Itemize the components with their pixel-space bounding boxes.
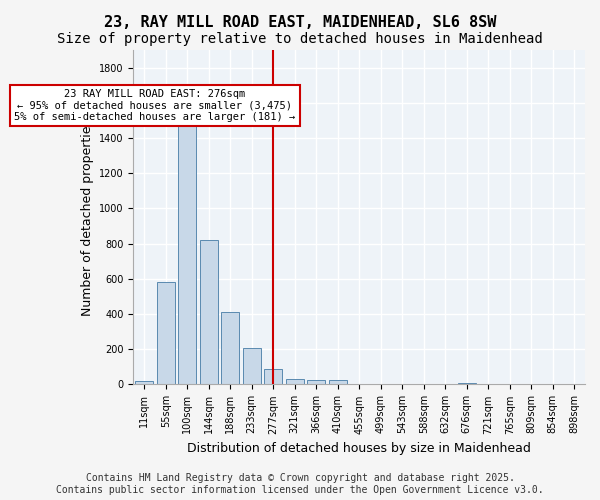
Text: 23, RAY MILL ROAD EAST, MAIDENHEAD, SL6 8SW: 23, RAY MILL ROAD EAST, MAIDENHEAD, SL6 … bbox=[104, 15, 496, 30]
Text: 23 RAY MILL ROAD EAST: 276sqm
← 95% of detached houses are smaller (3,475)
5% of: 23 RAY MILL ROAD EAST: 276sqm ← 95% of d… bbox=[14, 88, 296, 122]
Bar bbox=[135, 381, 154, 384]
Bar bbox=[221, 312, 239, 384]
Bar bbox=[157, 282, 175, 384]
Bar bbox=[329, 380, 347, 384]
Bar bbox=[178, 126, 196, 384]
X-axis label: Distribution of detached houses by size in Maidenhead: Distribution of detached houses by size … bbox=[187, 442, 531, 455]
Bar bbox=[242, 348, 261, 384]
Bar bbox=[264, 368, 283, 384]
Bar bbox=[200, 240, 218, 384]
Bar bbox=[458, 382, 476, 384]
Y-axis label: Number of detached properties: Number of detached properties bbox=[80, 118, 94, 316]
Text: Contains HM Land Registry data © Crown copyright and database right 2025.
Contai: Contains HM Land Registry data © Crown c… bbox=[56, 474, 544, 495]
Bar bbox=[307, 380, 325, 384]
Text: Size of property relative to detached houses in Maidenhead: Size of property relative to detached ho… bbox=[57, 32, 543, 46]
Bar bbox=[286, 379, 304, 384]
